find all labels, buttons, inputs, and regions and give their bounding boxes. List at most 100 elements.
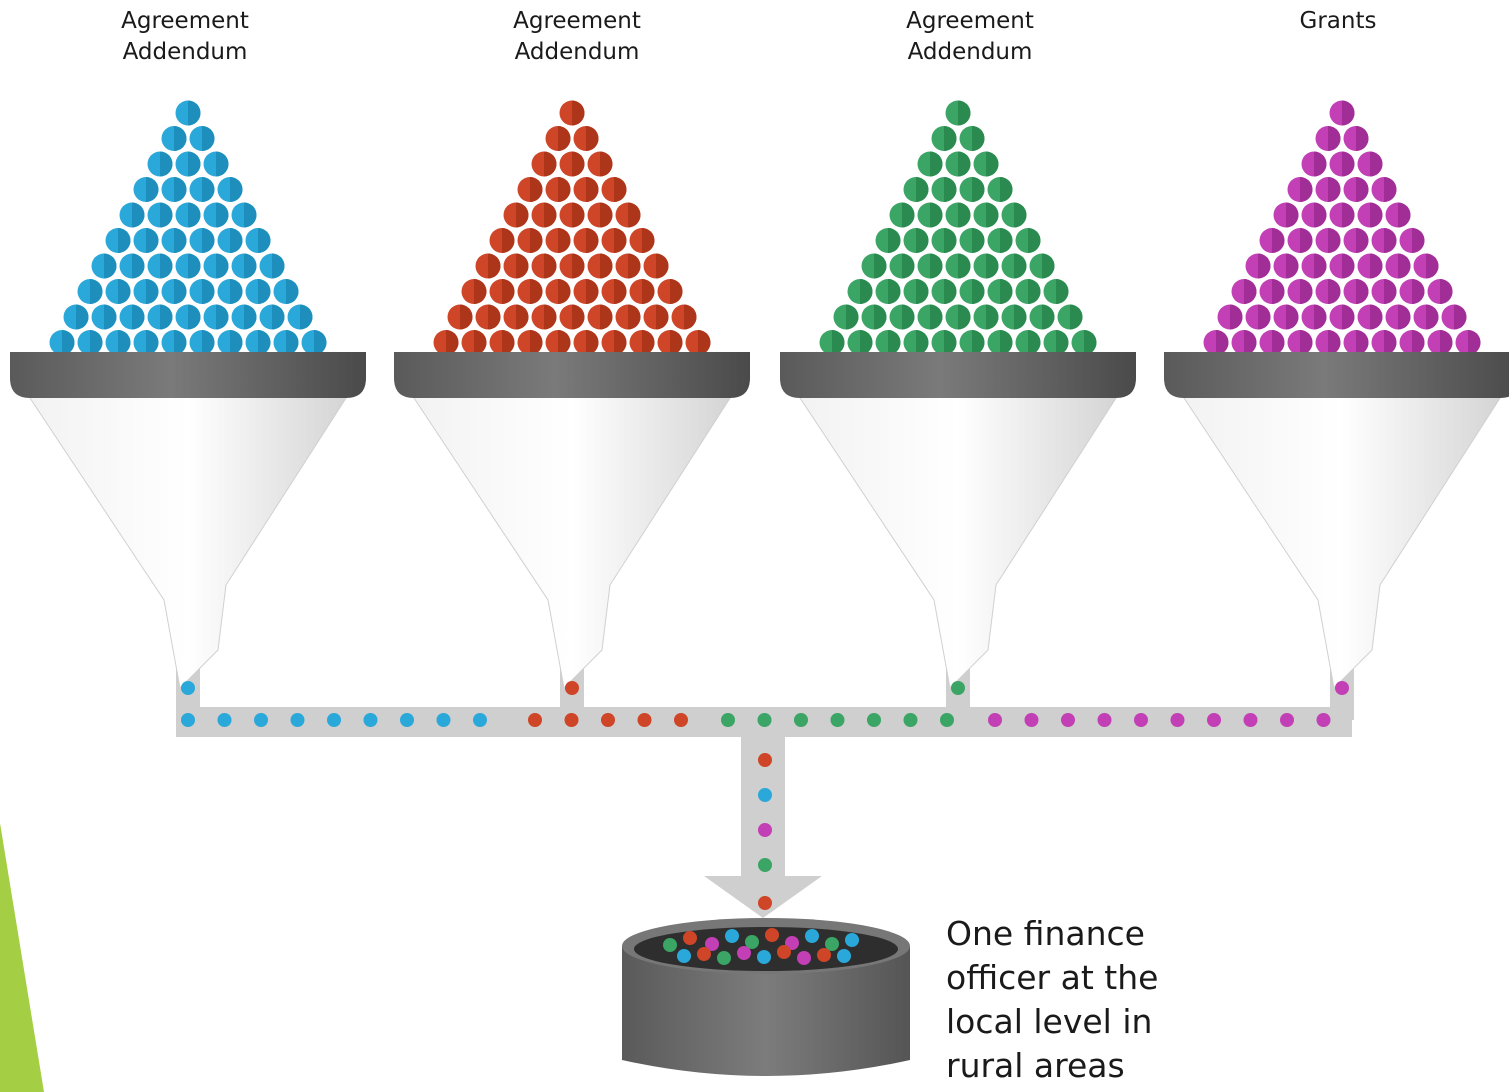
ball-shade bbox=[958, 100, 971, 126]
ball-shade bbox=[132, 253, 145, 279]
ball-shade bbox=[516, 202, 529, 228]
ball-shade bbox=[202, 330, 215, 355]
ball-shade bbox=[1300, 279, 1313, 304]
bin-ball bbox=[705, 937, 719, 951]
ball-shade bbox=[544, 202, 557, 228]
ball-shade bbox=[474, 330, 487, 355]
bin-ball bbox=[817, 948, 831, 962]
ball-shade bbox=[502, 330, 515, 355]
ball-shade bbox=[1286, 304, 1299, 330]
flow-ball bbox=[327, 713, 341, 727]
collection-bin bbox=[622, 918, 910, 1076]
bin-ball bbox=[805, 929, 819, 943]
flow-ball bbox=[181, 681, 195, 695]
flow-ball bbox=[674, 713, 688, 727]
ball-shade bbox=[530, 279, 543, 304]
ball-shade bbox=[160, 304, 173, 330]
funnel-label-1: Agreement Addendum bbox=[121, 8, 249, 65]
flow-ball bbox=[758, 823, 772, 837]
ball-shade bbox=[642, 330, 655, 355]
flow-balls bbox=[181, 681, 1349, 910]
ball-shade bbox=[1412, 330, 1425, 355]
ball-shade bbox=[888, 330, 901, 355]
ball-shade bbox=[586, 279, 599, 304]
ball-shade bbox=[230, 228, 243, 253]
ball-shade bbox=[1342, 202, 1355, 228]
ball-shade bbox=[944, 279, 957, 304]
ball-shade bbox=[586, 126, 599, 151]
ball-shade bbox=[558, 228, 571, 253]
flow-ball bbox=[473, 713, 487, 727]
ball-shade bbox=[1356, 126, 1369, 151]
funnel-body-1 bbox=[27, 394, 349, 690]
flow-ball bbox=[1061, 713, 1075, 727]
ball-shade bbox=[188, 202, 201, 228]
flow-ball bbox=[1207, 713, 1221, 727]
flow-ball bbox=[436, 713, 451, 727]
funnel-2 bbox=[394, 100, 750, 690]
ball-shade bbox=[1397, 253, 1411, 279]
ball-shade bbox=[916, 228, 929, 253]
ball-shade bbox=[530, 228, 543, 253]
flow-ball bbox=[564, 713, 579, 727]
ball-shade bbox=[656, 253, 669, 279]
ball-shade bbox=[244, 253, 257, 279]
ball-shade bbox=[1356, 177, 1369, 202]
ball-shade bbox=[572, 304, 585, 330]
flow-ball bbox=[758, 753, 772, 767]
flow-ball bbox=[528, 713, 542, 727]
ball-shade bbox=[1014, 253, 1027, 279]
flow-ball bbox=[400, 713, 414, 727]
ball-shade bbox=[1384, 177, 1397, 202]
ball-shade bbox=[1244, 330, 1257, 355]
ball-shade bbox=[860, 330, 873, 355]
ball-shade bbox=[1272, 279, 1285, 304]
ball-shade bbox=[1070, 304, 1083, 330]
ball-shade bbox=[986, 253, 999, 279]
ball-shade bbox=[76, 304, 89, 330]
ball-shade bbox=[1412, 228, 1425, 253]
funnel-body-2 bbox=[411, 394, 733, 690]
ball-shade bbox=[1328, 126, 1341, 151]
ball-shade bbox=[986, 304, 999, 330]
ball-shade bbox=[600, 151, 613, 177]
ball-shade bbox=[474, 279, 487, 304]
ball-shade bbox=[530, 177, 543, 202]
ball-shade bbox=[1244, 279, 1257, 304]
ball-shade bbox=[1384, 330, 1397, 355]
ball-shade bbox=[1028, 330, 1041, 355]
ball-shade bbox=[188, 100, 201, 126]
flow-ball bbox=[1134, 713, 1148, 727]
ball-shade bbox=[600, 304, 613, 330]
ball-shade bbox=[244, 304, 257, 330]
ball-shade bbox=[188, 253, 201, 279]
funnel-label-3: Agreement Addendum bbox=[906, 8, 1034, 65]
funnel-1 bbox=[10, 100, 366, 690]
ball-shade bbox=[1314, 151, 1327, 177]
ball-shade bbox=[258, 228, 271, 253]
ball-shade bbox=[957, 202, 971, 228]
ball-shade bbox=[202, 177, 215, 202]
funnel-label-4: Grants bbox=[1299, 8, 1377, 34]
flow-ball bbox=[254, 713, 268, 727]
ball-shade bbox=[502, 228, 515, 253]
ball-shade bbox=[118, 228, 131, 253]
ball-shade bbox=[1286, 253, 1299, 279]
ball-shade bbox=[230, 279, 243, 304]
flow-ball bbox=[794, 713, 808, 727]
ball-pyramid-4 bbox=[1203, 100, 1481, 355]
ball-shade bbox=[300, 304, 313, 330]
ball-shade bbox=[628, 202, 641, 228]
flow-ball bbox=[363, 713, 378, 727]
ball-shade bbox=[1272, 330, 1285, 355]
ball-shade bbox=[1000, 330, 1013, 355]
ball-shade bbox=[1000, 177, 1013, 202]
ball-shade bbox=[516, 304, 529, 330]
ball-shade bbox=[188, 304, 201, 330]
flow-ball bbox=[757, 713, 772, 727]
ball-shade bbox=[930, 202, 943, 228]
ball-shade bbox=[902, 253, 915, 279]
ball-shade bbox=[958, 151, 971, 177]
funnel-4 bbox=[1164, 100, 1509, 690]
ball-shade bbox=[1230, 304, 1243, 330]
